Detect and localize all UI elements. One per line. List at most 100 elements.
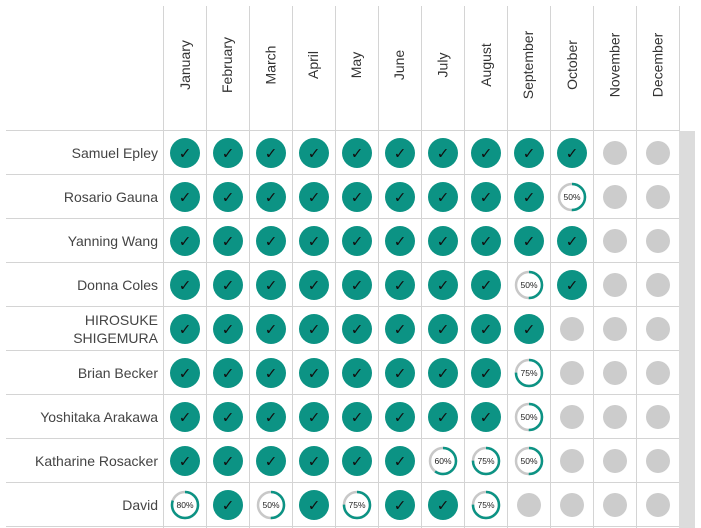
status-progress-ring[interactable]: 50% <box>514 446 544 476</box>
status-pending-icon[interactable] <box>600 314 630 344</box>
status-pending-icon[interactable] <box>643 270 673 300</box>
status-complete-icon[interactable]: ✓ <box>513 226 544 256</box>
status-complete-icon[interactable]: ✓ <box>169 314 200 344</box>
status-complete-icon[interactable]: ✓ <box>427 490 458 520</box>
status-complete-icon[interactable]: ✓ <box>298 270 329 300</box>
status-complete-icon[interactable]: ✓ <box>427 402 458 432</box>
status-pending-icon[interactable] <box>643 138 673 168</box>
status-complete-icon[interactable]: ✓ <box>298 314 329 344</box>
status-complete-icon[interactable]: ✓ <box>427 182 458 212</box>
status-complete-icon[interactable]: ✓ <box>384 226 415 256</box>
status-complete-icon[interactable]: ✓ <box>255 446 286 476</box>
status-progress-ring[interactable]: 75% <box>471 446 501 476</box>
status-complete-icon[interactable]: ✓ <box>255 358 286 388</box>
status-complete-icon[interactable]: ✓ <box>298 138 329 168</box>
status-progress-ring[interactable]: 75% <box>471 490 501 520</box>
status-pending-icon[interactable] <box>600 446 630 476</box>
status-complete-icon[interactable]: ✓ <box>169 270 200 300</box>
status-pending-icon[interactable] <box>557 358 587 388</box>
status-complete-icon[interactable]: ✓ <box>212 446 243 476</box>
status-complete-icon[interactable]: ✓ <box>384 270 415 300</box>
status-complete-icon[interactable]: ✓ <box>169 446 200 476</box>
status-complete-icon[interactable]: ✓ <box>513 182 544 212</box>
status-complete-icon[interactable]: ✓ <box>341 270 372 300</box>
status-progress-ring[interactable]: 60% <box>428 446 458 476</box>
status-complete-icon[interactable]: ✓ <box>470 182 501 212</box>
status-complete-icon[interactable]: ✓ <box>470 138 501 168</box>
status-complete-icon[interactable]: ✓ <box>169 138 200 168</box>
status-complete-icon[interactable]: ✓ <box>169 402 200 432</box>
status-complete-icon[interactable]: ✓ <box>212 270 243 300</box>
status-pending-icon[interactable] <box>643 446 673 476</box>
status-complete-icon[interactable]: ✓ <box>212 358 243 388</box>
status-complete-icon[interactable]: ✓ <box>427 138 458 168</box>
status-pending-icon[interactable] <box>600 270 630 300</box>
status-complete-icon[interactable]: ✓ <box>169 182 200 212</box>
status-pending-icon[interactable] <box>557 446 587 476</box>
status-complete-icon[interactable]: ✓ <box>427 270 458 300</box>
status-complete-icon[interactable]: ✓ <box>341 226 372 256</box>
status-complete-icon[interactable]: ✓ <box>212 314 243 344</box>
status-complete-icon[interactable]: ✓ <box>384 490 415 520</box>
status-complete-icon[interactable]: ✓ <box>513 138 544 168</box>
status-complete-icon[interactable]: ✓ <box>470 358 501 388</box>
status-complete-icon[interactable]: ✓ <box>470 270 501 300</box>
status-complete-icon[interactable]: ✓ <box>556 138 587 168</box>
status-complete-icon[interactable]: ✓ <box>255 270 286 300</box>
status-pending-icon[interactable] <box>600 226 630 256</box>
vertical-scrollbar[interactable] <box>679 131 695 528</box>
status-complete-icon[interactable]: ✓ <box>341 314 372 344</box>
status-complete-icon[interactable]: ✓ <box>212 138 243 168</box>
status-pending-icon[interactable] <box>600 182 630 212</box>
status-complete-icon[interactable]: ✓ <box>341 446 372 476</box>
status-complete-icon[interactable]: ✓ <box>255 314 286 344</box>
status-complete-icon[interactable]: ✓ <box>384 138 415 168</box>
status-pending-icon[interactable] <box>643 358 673 388</box>
status-complete-icon[interactable]: ✓ <box>427 226 458 256</box>
status-progress-ring[interactable]: 50% <box>256 490 286 520</box>
status-complete-icon[interactable]: ✓ <box>384 446 415 476</box>
status-complete-icon[interactable]: ✓ <box>384 358 415 388</box>
status-complete-icon[interactable]: ✓ <box>298 490 329 520</box>
status-complete-icon[interactable]: ✓ <box>298 182 329 212</box>
status-pending-icon[interactable] <box>600 358 630 388</box>
status-complete-icon[interactable]: ✓ <box>212 402 243 432</box>
status-pending-icon[interactable] <box>514 490 544 520</box>
status-complete-icon[interactable]: ✓ <box>556 226 587 256</box>
status-complete-icon[interactable]: ✓ <box>470 226 501 256</box>
status-complete-icon[interactable]: ✓ <box>384 402 415 432</box>
status-complete-icon[interactable]: ✓ <box>255 182 286 212</box>
status-pending-icon[interactable] <box>557 402 587 432</box>
status-complete-icon[interactable]: ✓ <box>298 358 329 388</box>
status-complete-icon[interactable]: ✓ <box>298 226 329 256</box>
status-pending-icon[interactable] <box>643 402 673 432</box>
status-progress-ring[interactable]: 50% <box>557 182 587 212</box>
status-pending-icon[interactable] <box>643 314 673 344</box>
status-complete-icon[interactable]: ✓ <box>169 226 200 256</box>
status-progress-ring[interactable]: 50% <box>514 270 544 300</box>
status-complete-icon[interactable]: ✓ <box>255 402 286 432</box>
status-complete-icon[interactable]: ✓ <box>298 402 329 432</box>
status-complete-icon[interactable]: ✓ <box>556 270 587 300</box>
status-complete-icon[interactable]: ✓ <box>255 138 286 168</box>
status-complete-icon[interactable]: ✓ <box>427 358 458 388</box>
status-complete-icon[interactable]: ✓ <box>212 226 243 256</box>
status-pending-icon[interactable] <box>557 314 587 344</box>
status-pending-icon[interactable] <box>643 226 673 256</box>
status-pending-icon[interactable] <box>557 490 587 520</box>
status-progress-ring[interactable]: 50% <box>514 402 544 432</box>
status-complete-icon[interactable]: ✓ <box>255 226 286 256</box>
status-progress-ring[interactable]: 75% <box>514 358 544 388</box>
status-complete-icon[interactable]: ✓ <box>212 182 243 212</box>
status-complete-icon[interactable]: ✓ <box>212 490 243 520</box>
status-complete-icon[interactable]: ✓ <box>341 358 372 388</box>
status-complete-icon[interactable]: ✓ <box>384 182 415 212</box>
status-complete-icon[interactable]: ✓ <box>470 314 501 344</box>
status-complete-icon[interactable]: ✓ <box>341 402 372 432</box>
status-complete-icon[interactable]: ✓ <box>169 358 200 388</box>
status-complete-icon[interactable]: ✓ <box>384 314 415 344</box>
status-pending-icon[interactable] <box>600 490 630 520</box>
status-progress-ring[interactable]: 80% <box>170 490 200 520</box>
status-complete-icon[interactable]: ✓ <box>341 182 372 212</box>
status-complete-icon[interactable]: ✓ <box>470 402 501 432</box>
